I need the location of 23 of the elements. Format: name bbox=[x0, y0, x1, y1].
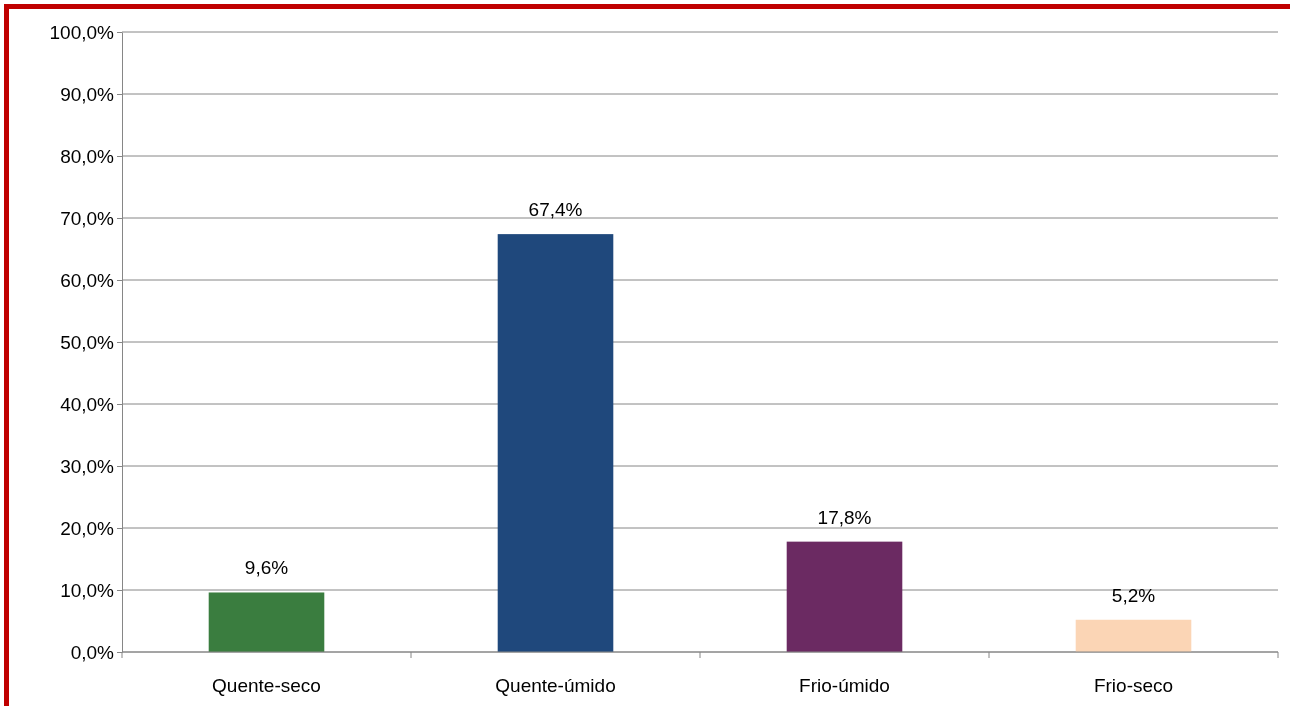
y-tick-label: 50,0% bbox=[60, 331, 115, 353]
y-tick-label: 80,0% bbox=[60, 145, 115, 167]
data-label: 67,4% bbox=[528, 199, 583, 221]
y-tick-label: 90,0% bbox=[60, 83, 115, 105]
bar bbox=[208, 592, 325, 652]
data-label: 5,2% bbox=[1111, 584, 1156, 606]
y-tick-label: 0,0% bbox=[70, 641, 115, 663]
y-tick-label: 60,0% bbox=[60, 269, 115, 291]
x-tick-label: Frio-seco bbox=[1093, 675, 1174, 696]
y-tick-label: 10,0% bbox=[60, 579, 115, 601]
data-label: 17,8% bbox=[817, 506, 872, 528]
x-tick-label: Frio-úmido bbox=[799, 675, 890, 696]
x-tick-label: Quente-seco bbox=[212, 675, 321, 696]
data-label: 9,6% bbox=[244, 557, 289, 579]
y-tick-label: 20,0% bbox=[60, 517, 115, 539]
x-tick-label: Quente-úmido bbox=[495, 675, 616, 696]
y-tick-label: 70,0% bbox=[60, 207, 115, 229]
y-tick-label: 40,0% bbox=[60, 393, 115, 415]
bar bbox=[1075, 619, 1192, 652]
bar bbox=[497, 234, 614, 652]
y-tick-label: 100,0% bbox=[49, 21, 115, 43]
bar bbox=[786, 541, 903, 652]
y-tick-label: 30,0% bbox=[60, 455, 115, 477]
